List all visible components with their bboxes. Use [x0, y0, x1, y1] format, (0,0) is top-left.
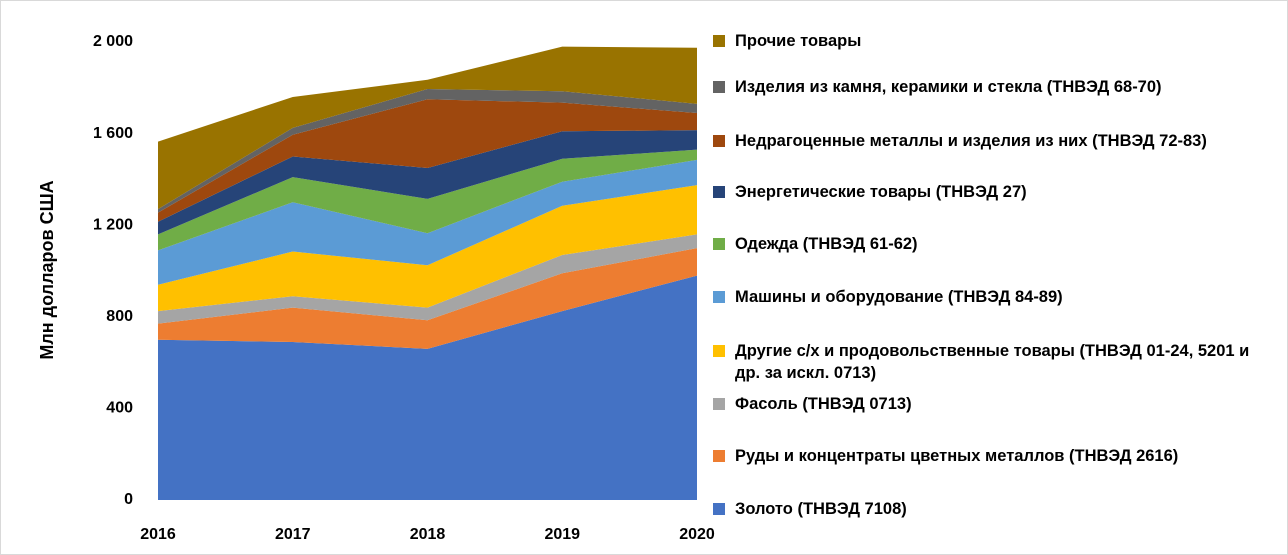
legend-swatch — [713, 345, 725, 357]
y-axis-label: Млн долларов США — [37, 180, 57, 359]
x-tick-label: 2017 — [275, 526, 311, 543]
legend-item: Другие с/х и продовольственные товары (Т… — [713, 340, 1273, 384]
legend-swatch — [713, 238, 725, 250]
area — [158, 99, 697, 222]
legend-swatch — [713, 81, 725, 93]
legend-item: Энергетические товары (ТНВЭД 27) — [713, 181, 1273, 203]
legend-label: Другие с/х и продовольственные товары (Т… — [735, 342, 1250, 382]
legend-swatch — [713, 186, 725, 198]
x-tick-label: 2016 — [140, 526, 176, 543]
legend-label: Прочие товары — [735, 32, 862, 50]
legend-swatch — [713, 503, 725, 515]
y-tick-label: 800 — [106, 308, 133, 325]
legend-label: Недрагоценные металлы и изделия из них (… — [735, 132, 1207, 150]
y-tick-label: 400 — [106, 400, 133, 417]
legend-item: Изделия из камня, керамики и стекла (ТНВ… — [713, 76, 1273, 98]
area — [158, 275, 697, 500]
y-tick-label: 2 000 — [93, 33, 133, 50]
legend-label: Изделия из камня, керамики и стекла (ТНВ… — [735, 78, 1162, 96]
legend-label: Энергетические товары (ТНВЭД 27) — [735, 183, 1027, 201]
area — [158, 46, 697, 210]
legend-swatch — [713, 398, 725, 410]
legend-item: Руды и концентраты цветных металлов (ТНВ… — [713, 445, 1273, 467]
legend-item: Недрагоценные металлы и изделия из них (… — [713, 130, 1273, 152]
y-tick-label: 0 — [124, 491, 133, 508]
legend-swatch — [713, 135, 725, 147]
legend-item: Машины и оборудование (ТНВЭД 84-89) — [713, 286, 1273, 308]
legend-label: Машины и оборудование (ТНВЭД 84-89) — [735, 288, 1063, 306]
y-tick-label: 1 200 — [93, 216, 133, 233]
area — [158, 234, 697, 324]
legend-item: Одежда (ТНВЭД 61-62) — [713, 233, 1273, 255]
legend-swatch — [713, 291, 725, 303]
legend-label: Одежда (ТНВЭД 61-62) — [735, 235, 918, 253]
y-tick-label: 1 600 — [93, 125, 133, 142]
x-tick-label: 2020 — [679, 526, 715, 543]
legend-label: Фасоль (ТНВЭД 0713) — [735, 395, 912, 413]
area — [158, 159, 697, 285]
legend-item: Фасоль (ТНВЭД 0713) — [713, 393, 1273, 415]
legend-label: Руды и концентраты цветных металлов (ТНВ… — [735, 447, 1179, 465]
legend-item: Золото (ТНВЭД 7108) — [713, 498, 1273, 520]
x-tick-label: 2019 — [544, 526, 580, 543]
legend-swatch — [713, 450, 725, 462]
x-tick-label: 2018 — [410, 526, 446, 543]
area — [158, 88, 697, 213]
area — [158, 149, 697, 251]
legend-label: Золото (ТНВЭД 7108) — [735, 500, 907, 518]
area — [158, 185, 697, 312]
area — [158, 130, 697, 235]
legend-swatch — [713, 35, 725, 47]
legend-item: Прочие товары — [713, 30, 1273, 52]
